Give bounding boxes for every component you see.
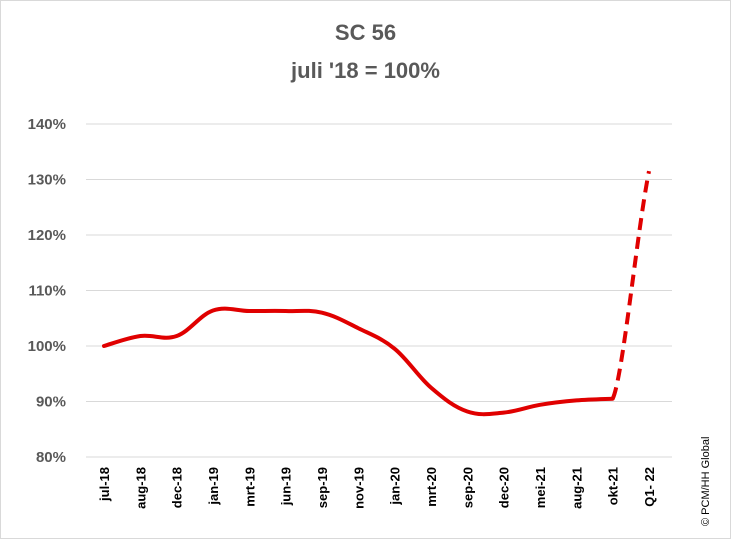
x-tick-label: sep-20 <box>460 467 475 508</box>
copyright-credit: © PCM/HH Global <box>700 436 712 526</box>
x-tick-label: aug-18 <box>133 467 148 509</box>
x-tick-label: mrt-20 <box>424 467 439 507</box>
x-tick-label: jun-19 <box>279 467 294 506</box>
x-tick-label: mei-21 <box>533 467 548 508</box>
y-tick-label: 120% <box>28 227 66 244</box>
series-line-dashed <box>610 170 651 400</box>
x-tick-label: Q1- 22 <box>642 467 657 507</box>
x-tick-label: jul-18 <box>97 467 112 502</box>
x-tick-label: jan-20 <box>388 467 403 506</box>
x-tick-label: nov-19 <box>351 467 366 509</box>
x-tick-label: aug-21 <box>569 467 584 509</box>
chart-title: SC 56 <box>334 20 397 45</box>
chart-subtitle: juli '18 = 100% <box>291 58 440 83</box>
x-tick-label: okt-21 <box>606 467 621 505</box>
x-tick-label: jan-19 <box>206 467 221 506</box>
y-tick-label: 110% <box>28 283 66 300</box>
x-tick-label: dec-18 <box>170 467 185 508</box>
x-tick-label: dec-20 <box>497 467 512 508</box>
y-tick-label: 100% <box>28 338 66 355</box>
y-tick-label: 140% <box>28 116 66 133</box>
x-tick-label: mrt-19 <box>242 467 257 507</box>
y-tick-label: 90% <box>36 394 66 411</box>
y-tick-label: 80% <box>36 449 66 466</box>
y-tick-label: 130% <box>28 172 66 189</box>
series-line-solid <box>102 306 615 417</box>
x-tick-label: sep-19 <box>315 467 330 508</box>
